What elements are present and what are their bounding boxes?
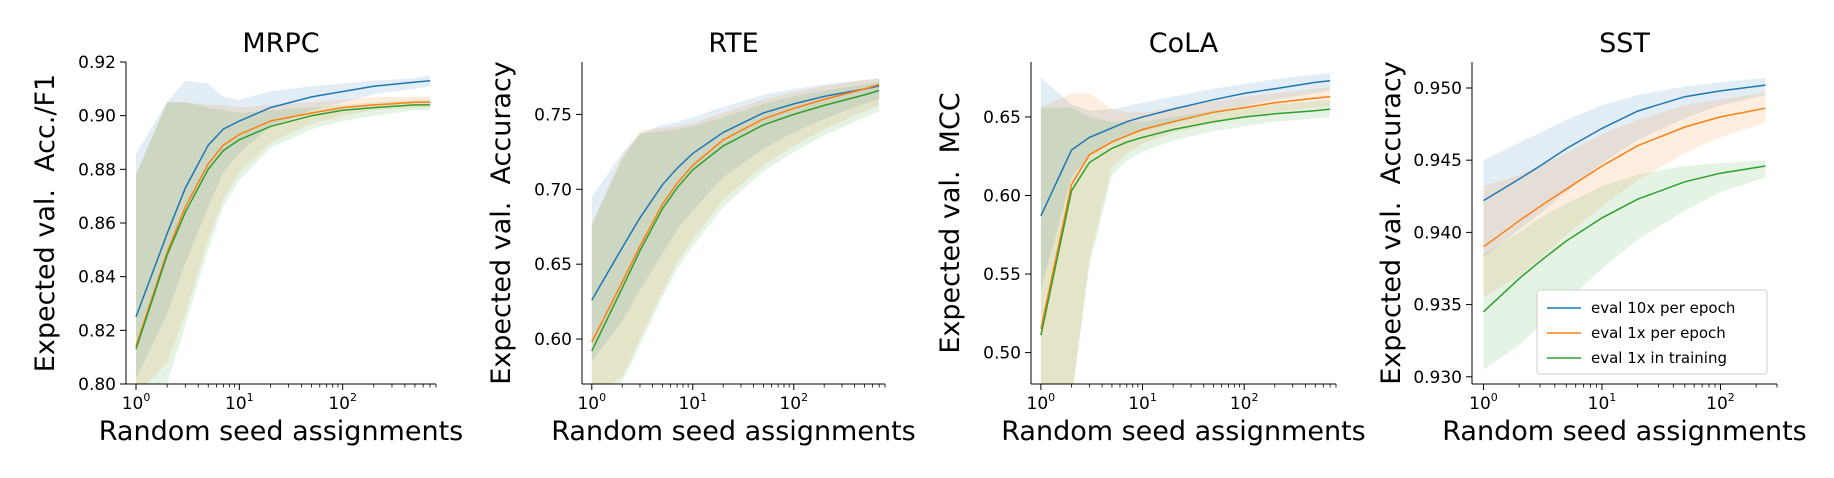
chart-title: SST xyxy=(1599,28,1650,59)
confidence-band-2 xyxy=(591,81,880,384)
confidence-band-2 xyxy=(136,99,430,384)
y-tick-label: 0.92 xyxy=(78,53,116,73)
confidence-band-0 xyxy=(136,75,430,379)
y-axis-label: Expected val. Accuracy xyxy=(486,61,517,385)
x-tick-label: 101 xyxy=(225,391,254,414)
series-line-0 xyxy=(1040,80,1331,217)
y-tick-label: 0.945 xyxy=(1413,151,1462,171)
y-tick-label: 0.60 xyxy=(534,330,572,350)
legend-box xyxy=(1536,289,1768,375)
legend-entry: eval 10x per epoch xyxy=(1591,299,1735,317)
y-tick-label: 0.82 xyxy=(78,321,116,341)
series-line-2 xyxy=(1040,108,1331,336)
plot-area xyxy=(1040,73,1331,384)
series-line-0 xyxy=(135,80,431,318)
legend-entry: eval 1x in training xyxy=(1591,349,1727,367)
y-tick-label: 0.65 xyxy=(983,108,1021,128)
series-line-2 xyxy=(135,104,430,350)
confidence-band-1 xyxy=(1040,87,1331,384)
panel-rte: 0.60 0.65 0.70 0.75 100 101 102 RTE Random seed … xyxy=(486,28,916,447)
y-tick-label: 0.75 xyxy=(534,105,572,125)
x-tick-label: 101 xyxy=(678,391,707,414)
series-line-2 xyxy=(591,89,880,352)
series-line-0 xyxy=(1483,84,1766,202)
x-axis-label: Random seed assignments xyxy=(1001,416,1366,447)
y-axis-label: Expected val. MCC xyxy=(935,92,966,353)
chart-title: MRPC xyxy=(242,28,319,59)
x-axis-label: Random seed assignments xyxy=(551,416,916,447)
y-tick-label: 0.930 xyxy=(1413,368,1462,388)
x-tick-label: 100 xyxy=(122,391,151,414)
y-tick-label: 0.940 xyxy=(1413,223,1462,243)
confidence-band-2 xyxy=(1483,160,1766,370)
confidence-band-1 xyxy=(591,78,880,384)
y-tick-label: 0.90 xyxy=(78,107,116,127)
plot-area xyxy=(135,75,431,384)
series-line-0 xyxy=(591,85,880,301)
y-tick-label: 0.60 xyxy=(983,187,1021,207)
series-line-1 xyxy=(135,101,430,347)
y-tick-label: 0.88 xyxy=(78,160,116,180)
plot-area xyxy=(1482,77,1766,370)
panel-sst: 0.930 0.935 0.940 0.945 0.950 100 101 102 SST Ran… xyxy=(1376,28,1807,447)
x-tick-label: 100 xyxy=(577,391,606,414)
x-tick-label: 102 xyxy=(779,391,808,414)
x-tick-label: 102 xyxy=(1230,391,1259,414)
y-axis-label: Expected val. Acc./F1 xyxy=(30,74,61,372)
x-tick-label: 101 xyxy=(1588,391,1617,414)
y-tick-label: 0.950 xyxy=(1413,79,1462,99)
y-tick-label: 0.80 xyxy=(78,375,116,395)
y-tick-label: 0.86 xyxy=(78,214,116,234)
confidence-band-2 xyxy=(1040,99,1331,384)
confidence-band-1 xyxy=(1483,92,1766,298)
x-tick-label: 100 xyxy=(1469,391,1498,414)
panel-cola: 0.50 0.55 0.60 0.65 100 101 102 CoLA Random seed… xyxy=(935,28,1366,447)
y-tick-label: 0.84 xyxy=(78,268,116,288)
y-tick-label: 0.55 xyxy=(983,265,1021,285)
series-line-1 xyxy=(1040,95,1331,330)
y-axis-label: Expected val. Accuracy xyxy=(1376,61,1407,385)
y-tick-label: 0.935 xyxy=(1413,296,1462,316)
y-tick-label: 0.50 xyxy=(983,344,1021,364)
x-tick-label: 102 xyxy=(1706,391,1735,414)
confidence-band-0 xyxy=(591,78,880,362)
x-tick-label: 101 xyxy=(1128,391,1157,414)
x-axis-label: Random seed assignments xyxy=(1442,416,1807,447)
x-axis-label: Random seed assignments xyxy=(99,416,464,447)
panel-mrpc: 0.80 0.82 0.84 0.86 0.88 0.90 0.92 100 101 102 MRP… xyxy=(30,28,463,447)
chart-title: CoLA xyxy=(1149,28,1219,59)
series-line-1 xyxy=(1483,107,1766,248)
x-tick-label: 102 xyxy=(328,391,357,414)
y-tick-label: 0.70 xyxy=(534,180,572,200)
series-line-2 xyxy=(1482,165,1766,313)
confidence-band-0 xyxy=(1483,77,1766,257)
x-tick-label: 100 xyxy=(1027,391,1056,414)
plot-area xyxy=(591,78,880,384)
legend: eval 10x per epoch eval 1x per epoch eval … xyxy=(1536,289,1768,375)
series-line-1 xyxy=(591,83,880,343)
legend-entry: eval 1x per epoch xyxy=(1591,324,1726,342)
y-tick-label: 0.65 xyxy=(534,255,572,275)
chart-title: RTE xyxy=(708,28,758,59)
